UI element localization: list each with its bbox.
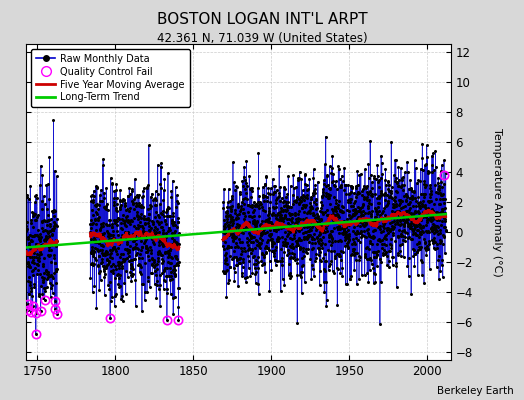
Text: 42.361 N, 71.039 W (United States): 42.361 N, 71.039 W (United States)	[157, 32, 367, 45]
Y-axis label: Temperature Anomaly (°C): Temperature Anomaly (°C)	[493, 128, 503, 276]
Legend: Raw Monthly Data, Quality Control Fail, Five Year Moving Average, Long-Term Tren: Raw Monthly Data, Quality Control Fail, …	[31, 49, 190, 107]
Text: BOSTON LOGAN INT'L ARPT: BOSTON LOGAN INT'L ARPT	[157, 12, 367, 27]
Text: Berkeley Earth: Berkeley Earth	[437, 386, 514, 396]
